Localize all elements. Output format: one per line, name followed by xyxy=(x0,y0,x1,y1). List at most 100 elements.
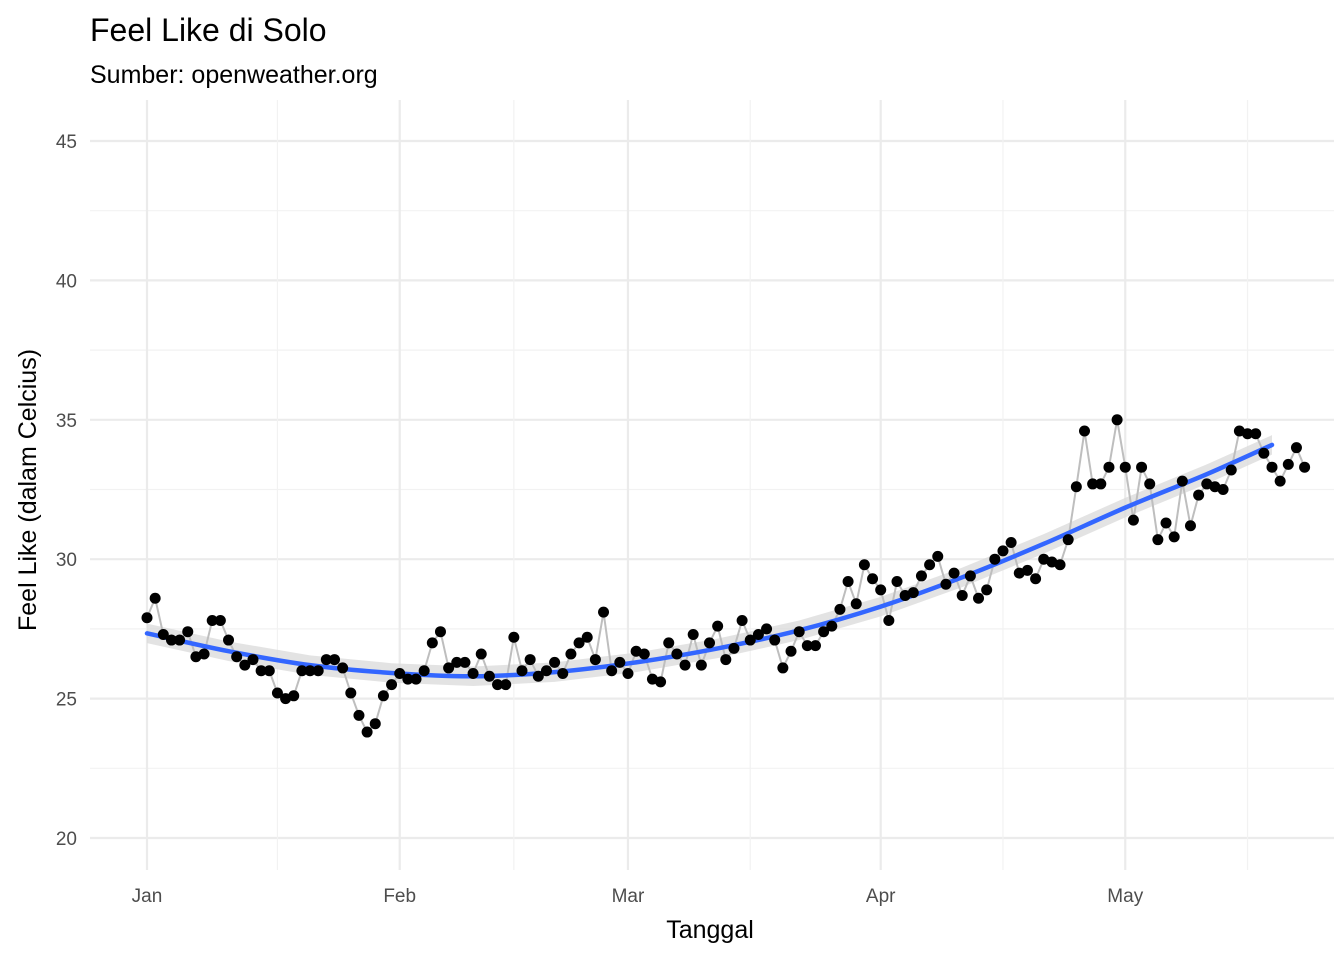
data-point xyxy=(1030,573,1042,585)
data-point xyxy=(1095,478,1107,490)
data-point xyxy=(540,665,552,677)
data-point xyxy=(198,648,210,660)
data-point xyxy=(483,670,495,682)
data-point xyxy=(426,637,438,649)
data-point xyxy=(296,665,308,677)
data-point xyxy=(1127,514,1139,526)
data-point xyxy=(720,654,732,666)
data-point xyxy=(915,570,927,582)
data-point xyxy=(1144,478,1156,490)
data-point xyxy=(891,576,903,588)
data-point xyxy=(320,654,332,666)
data-point xyxy=(231,651,243,663)
data-point xyxy=(948,567,960,579)
data-point xyxy=(655,676,667,688)
data-point xyxy=(532,670,544,682)
y-tick-label-35: 35 xyxy=(56,411,77,432)
data-point xyxy=(475,648,487,660)
data-point xyxy=(606,665,618,677)
data-point xyxy=(687,628,699,640)
data-point xyxy=(973,592,985,604)
confidence-band xyxy=(147,435,1272,687)
data-point xyxy=(728,642,740,654)
data-point xyxy=(1225,464,1237,476)
data-point xyxy=(516,665,528,677)
data-point xyxy=(1250,428,1262,440)
data-point xyxy=(663,637,675,649)
data-point xyxy=(964,570,976,582)
data-point xyxy=(369,718,381,730)
data-point xyxy=(345,687,357,699)
data-point xyxy=(981,584,993,596)
y-tick-label-25: 25 xyxy=(56,690,77,711)
data-point xyxy=(809,640,821,652)
data-point xyxy=(337,662,349,674)
data-point xyxy=(1274,475,1286,487)
data-point xyxy=(239,659,251,671)
grid-lines xyxy=(90,100,1334,870)
data-point xyxy=(924,559,936,571)
data-point xyxy=(1062,534,1074,546)
data-point xyxy=(459,656,471,668)
x-tick-label-jan: Jan xyxy=(132,886,163,907)
data-point xyxy=(1111,414,1123,426)
data-point xyxy=(1152,534,1164,546)
data-point xyxy=(1168,531,1180,543)
data-point xyxy=(858,559,870,571)
data-point xyxy=(214,615,226,627)
data-point xyxy=(1119,461,1131,473)
data-point xyxy=(834,603,846,615)
data-point xyxy=(695,659,707,671)
data-point xyxy=(149,592,161,604)
chart-title: Feel Like di Solo xyxy=(90,12,327,48)
data-point xyxy=(997,545,1009,557)
data-point xyxy=(500,679,512,691)
data-point xyxy=(508,631,520,643)
smooth-curve xyxy=(144,442,1275,679)
data-point xyxy=(1103,461,1115,473)
data-point xyxy=(1193,489,1205,501)
data-point xyxy=(386,679,398,691)
data-point xyxy=(329,654,340,666)
data-point xyxy=(174,634,186,646)
data-point xyxy=(361,726,373,738)
data-point xyxy=(1242,428,1254,440)
data-point xyxy=(761,623,773,635)
data-point xyxy=(492,679,504,691)
data-point xyxy=(573,637,585,649)
data-point xyxy=(867,573,879,585)
data-point xyxy=(263,665,275,677)
data-point xyxy=(712,620,724,632)
data-point xyxy=(932,550,944,562)
data-point xyxy=(304,665,316,677)
data-point xyxy=(1282,458,1294,470)
data-point xyxy=(614,656,626,668)
data-point xyxy=(989,553,1001,565)
data-point xyxy=(940,578,952,590)
data-point xyxy=(443,662,455,674)
data-point xyxy=(467,668,479,680)
data-point xyxy=(769,634,781,646)
data-point xyxy=(736,615,748,627)
data-point xyxy=(255,665,267,677)
data-point xyxy=(598,606,610,618)
data-point xyxy=(141,612,153,624)
data-point xyxy=(565,648,577,660)
data-point xyxy=(581,631,593,643)
data-point xyxy=(842,576,854,588)
smooth-confidence-band xyxy=(147,435,1272,687)
data-point xyxy=(524,654,536,666)
data-point xyxy=(394,668,406,680)
y-tick-label-45: 45 xyxy=(56,132,77,153)
data-points xyxy=(141,414,1311,738)
data-point xyxy=(1087,478,1099,490)
data-point xyxy=(1054,559,1066,571)
data-point xyxy=(826,620,838,632)
data-point xyxy=(377,690,389,702)
chart-subtitle: Sumber: openweather.org xyxy=(90,61,378,89)
data-point xyxy=(353,709,365,721)
data-point xyxy=(312,665,324,677)
data-point xyxy=(1176,475,1188,487)
data-point xyxy=(679,659,691,671)
x-tick-label-mar: Mar xyxy=(612,886,645,907)
